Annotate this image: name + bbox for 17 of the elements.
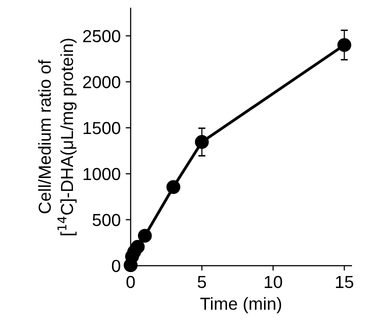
y-tick-label: 1500 bbox=[84, 122, 120, 134]
y-axis-title: Cell/Medium ratio of [$^{14}$C]-DHA(μL/mg protein) bbox=[38, 38, 77, 236]
point bbox=[138, 228, 152, 243]
point bbox=[194, 135, 209, 149]
x-tick-label: 5 bbox=[198, 276, 206, 288]
y-tick-label: 2000 bbox=[83, 76, 120, 88]
y-tick-label: 2500 bbox=[83, 30, 120, 42]
point bbox=[337, 38, 352, 52]
point bbox=[166, 180, 180, 194]
y-tick-label: 0 bbox=[112, 260, 120, 272]
x-tick-label: 10 bbox=[264, 276, 282, 288]
x-tick-label: 15 bbox=[336, 276, 354, 288]
x-axis-title: Time (min) bbox=[200, 297, 282, 314]
y-tick-label: 1000 bbox=[84, 168, 120, 180]
point bbox=[130, 240, 145, 254]
y-tick-label: 500 bbox=[92, 214, 120, 226]
x-tick-label: 0 bbox=[126, 276, 135, 288]
